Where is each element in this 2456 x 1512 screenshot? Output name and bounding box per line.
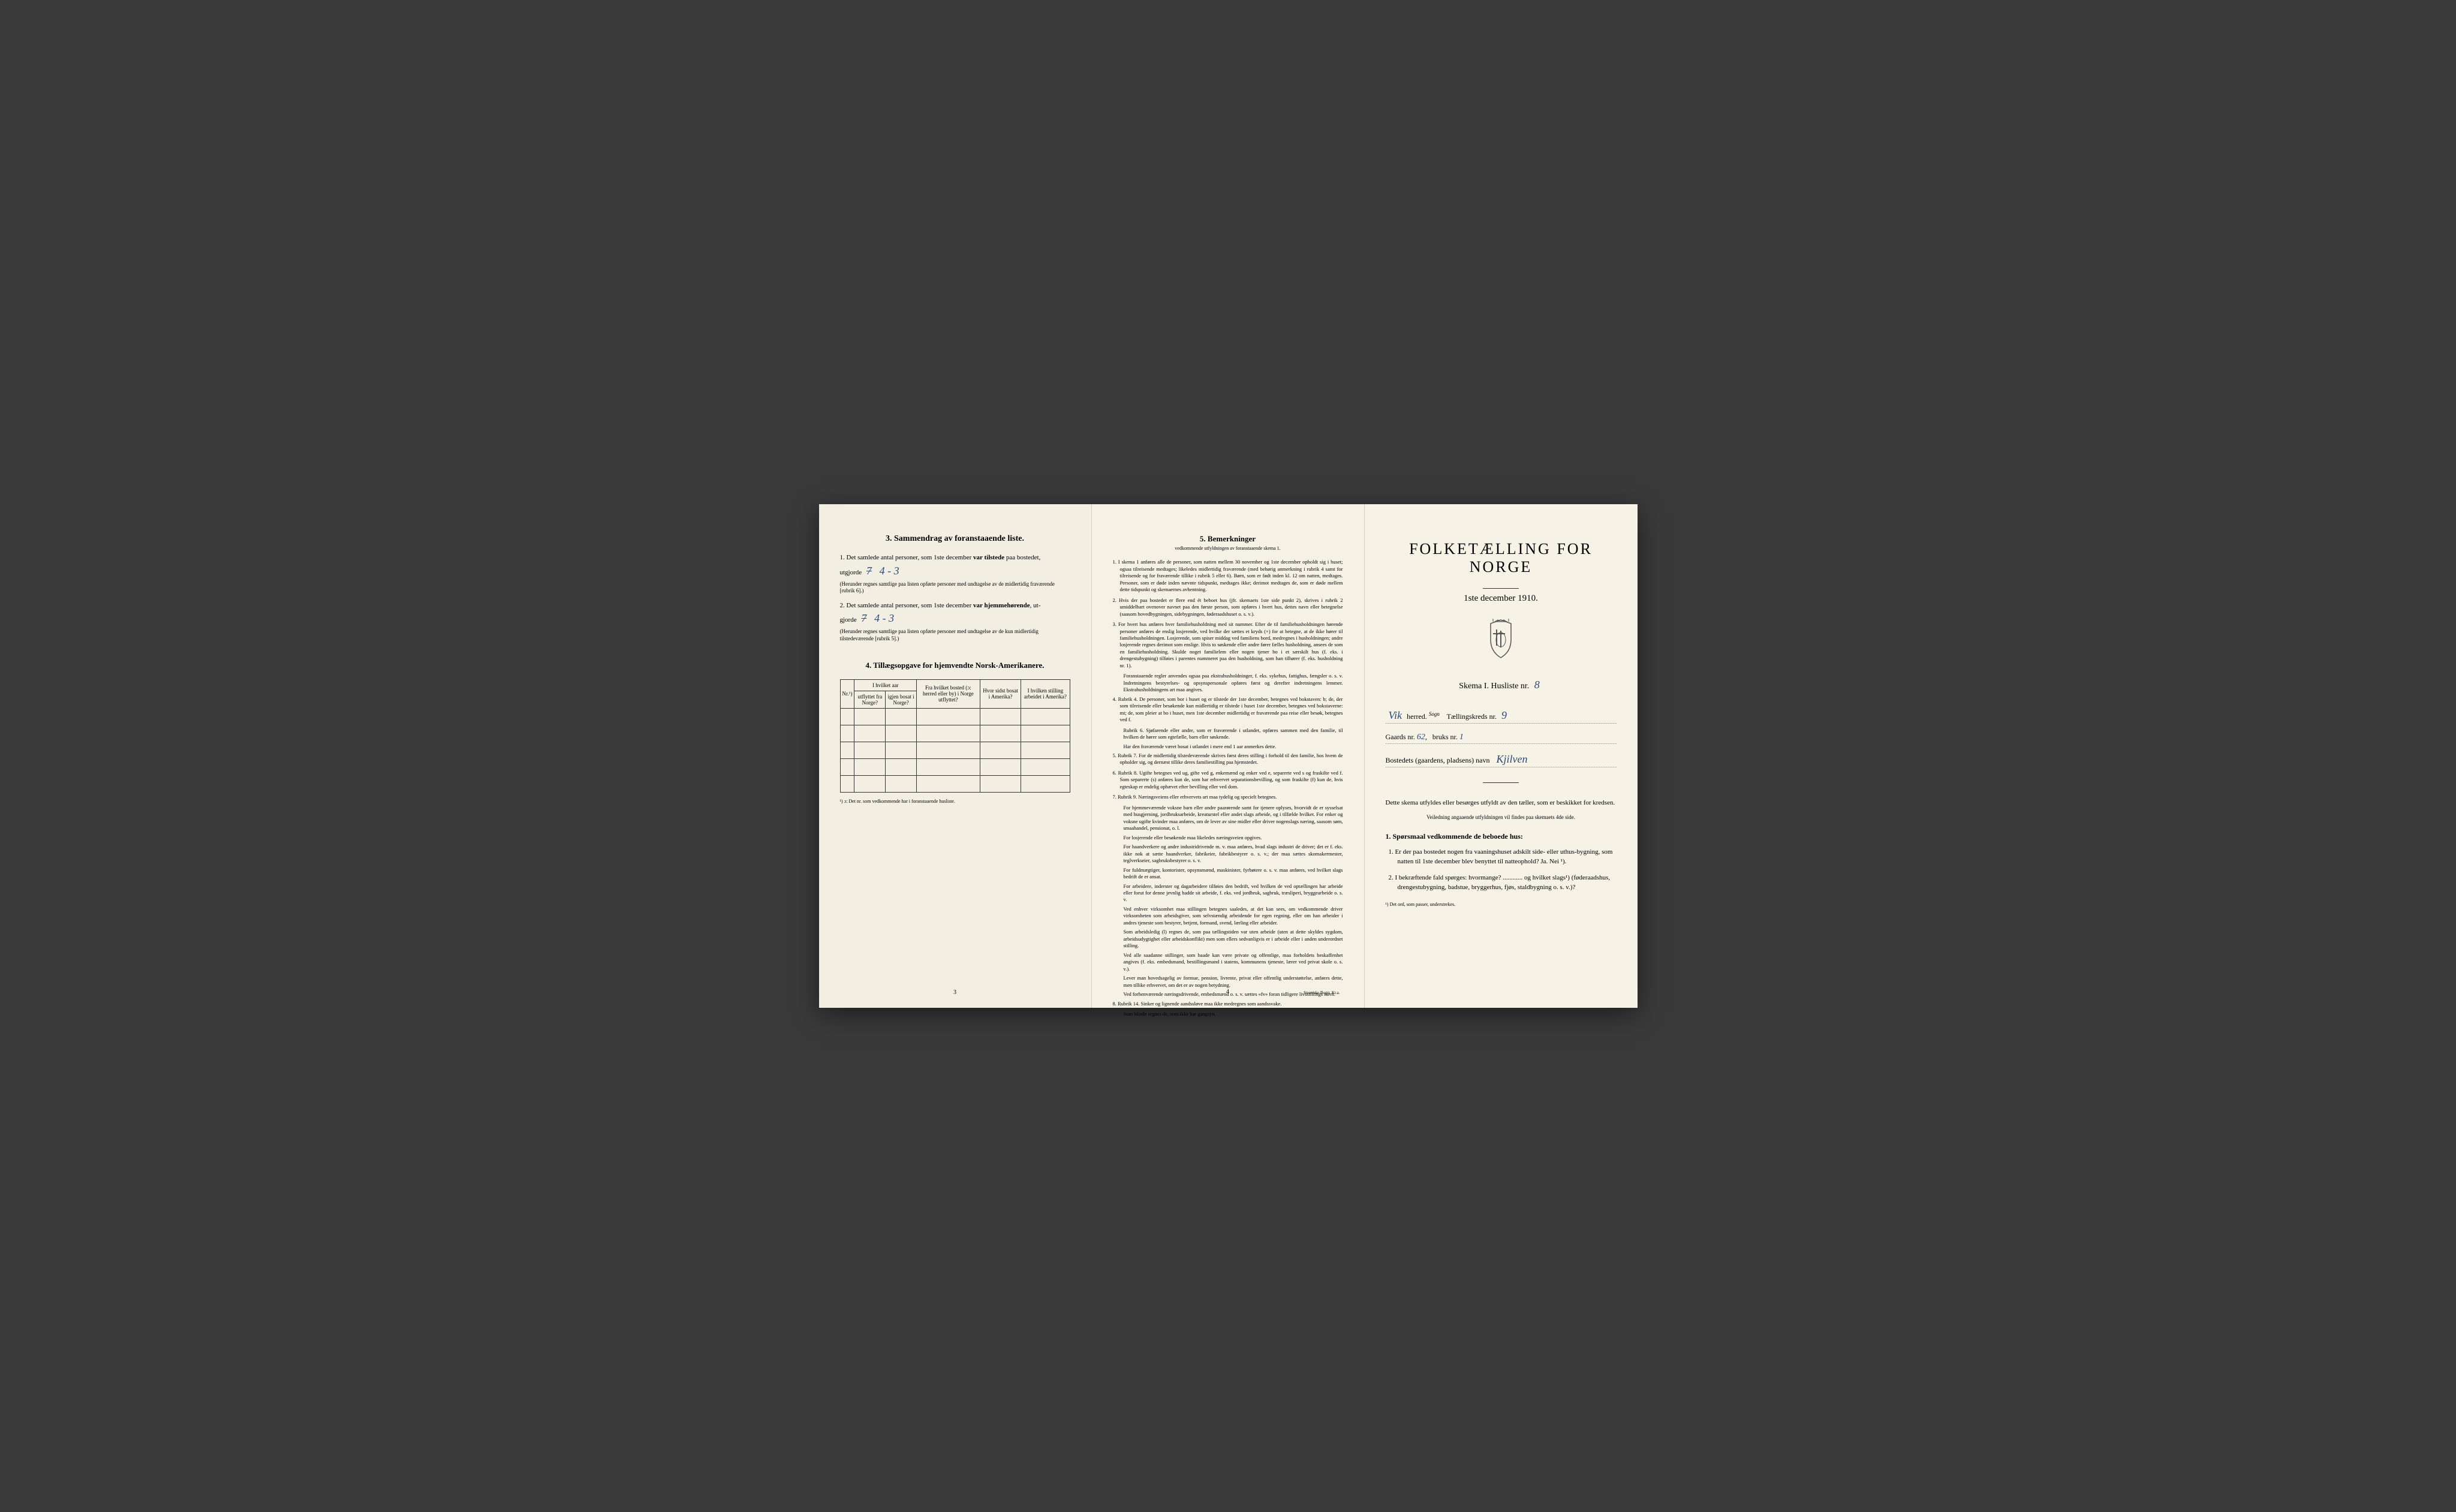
page-number-4: 4 xyxy=(1226,988,1229,996)
th-emigrated: utflyttet fra Norge? xyxy=(854,691,886,708)
remark-7j: Lever man hovedsagelig av formue, pensio… xyxy=(1113,975,1343,989)
item2-note: (Herunder regnes samtlige paa listen opf… xyxy=(840,628,1070,642)
remark-6: 6. Rubrik 8. Ugifte betegnes ved ug, gif… xyxy=(1113,770,1343,790)
remark-7d: For haandverkere og andre industridriven… xyxy=(1113,844,1343,864)
page-number-3: 3 xyxy=(953,989,956,996)
page-1-cover: FOLKETÆLLING FOR NORGE 1ste december 191… xyxy=(1365,504,1638,1008)
gaards-nr: 62 xyxy=(1417,733,1425,742)
th-nr: Nr.¹) xyxy=(840,679,854,708)
remark-7: 7. Rubrik 9. Næringsveiens eller erhverv… xyxy=(1113,794,1343,800)
summary-item-1: 1. Det samlede antal personer, som 1ste … xyxy=(840,553,1070,595)
census-document: 3. Sammendrag av foranstaaende liste. 1.… xyxy=(819,504,1638,1008)
item1-prefix: 1. Det samlede antal personer, som 1ste … xyxy=(840,554,974,561)
coat-of-arms xyxy=(1386,619,1617,664)
item2-value: 4 - 3 xyxy=(871,612,897,624)
q1-text: 1. Er der paa bostedet nogen fra vaaning… xyxy=(1389,848,1613,866)
remark-4: 4. Rubrik 4. De personer, som bor i huse… xyxy=(1113,696,1343,724)
remark-3: 3. For hvert hus anføres hver familiehus… xyxy=(1113,621,1343,669)
remark-4b: Rubrik 6. Sjøfarende eller andre, som er… xyxy=(1113,727,1343,741)
section-5-subtitle: vedkommende utfyldningen av foranstaaend… xyxy=(1113,546,1343,552)
th-returned: igjen bosat i Norge? xyxy=(886,691,917,708)
remark-4c: Har den fraværende været bosat i utlande… xyxy=(1113,743,1343,750)
remark-8b: Som blinde regnes de, som ikke har gangs… xyxy=(1113,1011,1343,1017)
mid-divider xyxy=(1483,782,1519,783)
skema-label: Skema I. Husliste nr. xyxy=(1459,682,1529,691)
remark-7g: Ved enhver virksomhet maa stillingen bet… xyxy=(1113,906,1343,926)
bostedets-label: Bostedets (gaardens, pladsens) navn xyxy=(1386,756,1490,764)
table-row xyxy=(840,775,1070,792)
question-1: 1. Er der paa bostedet nogen fra vaaning… xyxy=(1386,847,1617,867)
info-text: Dette skema utfyldes eller besørges utfy… xyxy=(1386,798,1617,808)
main-title: FOLKETÆLLING FOR NORGE xyxy=(1386,540,1617,576)
section-3-title: 3. Sammendrag av foranstaaende liste. xyxy=(840,534,1070,544)
section-5-title: 5. Bemerkninger xyxy=(1113,534,1343,544)
item2-line2: gjorde xyxy=(840,616,859,624)
title-divider xyxy=(1483,588,1519,589)
th-position: I hvilken stilling arbeidet i Amerika? xyxy=(1021,679,1070,708)
bruks-nr: 1 xyxy=(1459,733,1464,742)
remark-2: 2. Hvis der paa bostedet er flere end ét… xyxy=(1113,597,1343,618)
kreds-nr: 9 xyxy=(1498,709,1510,721)
remark-7e: For fuldmægtiger, kontorister, opsynsmæn… xyxy=(1113,867,1343,881)
bostedets-value: Kjilven xyxy=(1493,753,1530,765)
summary-item-2: 2. Det samlede antal personer, som 1ste … xyxy=(840,601,1070,643)
item1-value: 4 - 3 xyxy=(877,565,902,577)
table-row xyxy=(840,725,1070,742)
footnote-right: ¹) Det ord, som passer, understrekes. xyxy=(1386,902,1617,907)
bostedets-line: Bostedets (gaardens, pladsens) navn Kjil… xyxy=(1386,753,1617,767)
item1-suffix: paa bostedet, xyxy=(1004,554,1040,561)
th-from: Fra hvilket bosted (ɔ: herred eller by) … xyxy=(917,679,980,708)
divider xyxy=(1210,1022,1246,1023)
section-4-title: 4. Tillægsopgave for hjemvendte Norsk-Am… xyxy=(840,661,1070,670)
emigrant-table: Nr.¹) I hvilket aar Fra hvilket bosted (… xyxy=(840,679,1070,793)
questions-header: 1. Spørsmaal vedkommende de beboede hus: xyxy=(1386,832,1617,841)
kreds-label: Tællingskreds nr. xyxy=(1447,712,1497,721)
question-2: 2. I bekræftende fald spørges: hvormange… xyxy=(1386,873,1617,893)
census-date: 1ste december 1910. xyxy=(1386,594,1617,604)
remark-8: 8. Rubrik 14. Sinker og lignende aandssl… xyxy=(1113,1001,1343,1007)
th-year: I hvilket aar xyxy=(854,679,917,691)
remark-5: 5. Rubrik 7. For de midlertidig tilstede… xyxy=(1113,752,1343,766)
remark-7b: For hjemmeværende voksne barn eller andr… xyxy=(1113,805,1343,832)
husliste-nr: 8 xyxy=(1531,679,1543,691)
remark-7c: For losjerende eller besøkende maa likel… xyxy=(1113,835,1343,841)
item1-struck-value: 7 xyxy=(863,565,875,577)
remark-7h: Som arbeidsledig (l) regnes de, som paa … xyxy=(1113,929,1343,949)
herred-line: Vik herred. Sogn Tællingskreds nr. 9 xyxy=(1386,709,1617,724)
item1-note: (Herunder regnes samtlige paa listen opf… xyxy=(840,581,1070,595)
gaards-label: Gaards nr. xyxy=(1386,733,1415,741)
th-where: Hvor sidst bosat i Amerika? xyxy=(980,679,1021,708)
remark-7f: For arbeidere, inderster og dagarbeidere… xyxy=(1113,883,1343,903)
item1-bold: var tilstede xyxy=(973,554,1004,561)
bruks-label: bruks nr. xyxy=(1432,733,1458,741)
page-4: 5. Bemerkninger vedkommende utfyldningen… xyxy=(1092,504,1365,1008)
table-row xyxy=(840,758,1070,775)
item1-line2: utgjorde xyxy=(840,569,863,576)
gaards-line: Gaards nr. 62, bruks nr. 1 xyxy=(1386,733,1617,744)
item2-bold: var hjemmehørende xyxy=(973,602,1030,609)
item2-prefix: 2. Det samlede antal personer, som 1ste … xyxy=(840,602,974,609)
herred-label: herred. xyxy=(1407,712,1427,721)
footnote-left: ¹) ɔ: Det nr. som vedkommende har i fora… xyxy=(840,799,1070,804)
remark-3b: Foranstaaende regler anvendes ogsaa paa … xyxy=(1113,673,1343,693)
remark-1: 1. I skema 1 anføres alle de personer, s… xyxy=(1113,559,1343,593)
sogn-label: Sogn xyxy=(1429,711,1440,717)
table-row xyxy=(840,708,1070,725)
remark-7i: Ved alle saadanne stillinger, som baade … xyxy=(1113,952,1343,972)
page-3: 3. Sammendrag av foranstaaende liste. 1.… xyxy=(819,504,1092,1008)
skema-line: Skema I. Husliste nr. 8 xyxy=(1386,679,1617,691)
item2-suffix: , ut- xyxy=(1030,602,1041,609)
item2-struck-value: 7 xyxy=(858,612,869,624)
herred-value: Vik xyxy=(1386,709,1405,721)
table-row xyxy=(840,742,1070,758)
info-small: Veiledning angaaende utfyldningen vil fi… xyxy=(1386,814,1617,820)
printer-mark: Steen'ske Bogtr. Kr.a. xyxy=(1304,990,1340,996)
